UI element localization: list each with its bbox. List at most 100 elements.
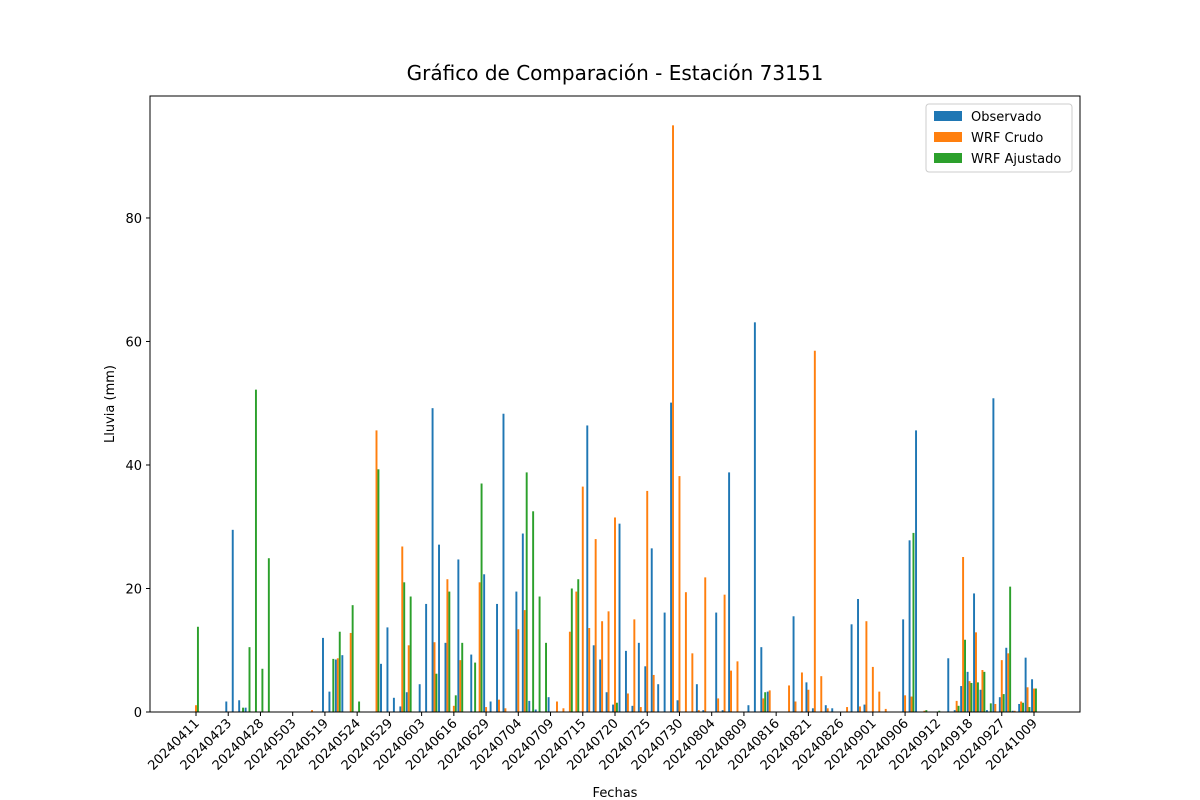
- bar: [452, 705, 455, 712]
- bar: [242, 707, 245, 712]
- bar: [670, 402, 673, 712]
- bar: [704, 577, 707, 712]
- bar: [912, 532, 915, 712]
- bar: [684, 592, 687, 712]
- legend-swatch: [934, 153, 962, 163]
- bar: [532, 511, 535, 712]
- bar: [915, 430, 918, 712]
- bar: [435, 673, 438, 712]
- bar: [805, 682, 808, 712]
- bar: [545, 642, 547, 712]
- bar: [496, 603, 499, 712]
- bar: [407, 645, 410, 712]
- bar: [910, 696, 913, 712]
- bar: [196, 626, 199, 712]
- bar: [646, 490, 649, 712]
- bar: [794, 701, 797, 712]
- bar: [599, 659, 602, 712]
- bar: [955, 700, 958, 712]
- bar: [989, 703, 992, 712]
- bar: [334, 659, 337, 712]
- bar: [231, 529, 234, 712]
- bar: [824, 705, 827, 712]
- bar: [1026, 687, 1029, 712]
- bar: [938, 710, 941, 712]
- bar: [858, 706, 861, 712]
- bar: [528, 700, 531, 712]
- bar: [332, 658, 335, 712]
- bar: [461, 642, 464, 712]
- bar: [614, 517, 616, 712]
- legend-swatch: [934, 132, 962, 142]
- bar: [650, 548, 653, 712]
- bar: [717, 698, 720, 712]
- bar: [328, 691, 331, 712]
- bar: [730, 670, 732, 712]
- bar: [766, 691, 769, 712]
- bar: [470, 654, 473, 712]
- bar: [626, 693, 629, 712]
- bar: [908, 540, 911, 712]
- bar: [438, 544, 440, 712]
- bar: [523, 610, 526, 712]
- bar: [446, 579, 449, 712]
- bar: [760, 647, 763, 712]
- bar: [728, 472, 731, 712]
- bar: [747, 705, 750, 712]
- bar: [392, 697, 395, 712]
- bar: [405, 692, 408, 712]
- bar: [962, 556, 965, 712]
- bar: [480, 483, 483, 712]
- bar: [517, 629, 520, 712]
- bar: [605, 692, 608, 712]
- bar: [831, 708, 834, 712]
- bar: [788, 685, 791, 712]
- bar: [358, 701, 361, 712]
- bar: [1020, 701, 1023, 712]
- bar: [663, 612, 666, 712]
- bar: [953, 710, 956, 712]
- bar: [970, 682, 973, 712]
- bar: [702, 710, 705, 712]
- bar: [691, 653, 694, 712]
- bar: [577, 579, 580, 712]
- bar: [336, 658, 339, 712]
- bar: [375, 430, 378, 712]
- bar: [792, 616, 795, 712]
- bar: [695, 684, 698, 712]
- legend-label: Observado: [971, 110, 1042, 125]
- bar: [871, 666, 874, 712]
- bar: [1011, 710, 1014, 712]
- bar: [624, 650, 627, 712]
- bar: [981, 670, 984, 712]
- bar: [588, 628, 591, 712]
- bar: [547, 697, 550, 712]
- bar: [525, 472, 528, 712]
- bar: [399, 706, 402, 712]
- y-axis-label: Lluvia (mm): [103, 365, 118, 443]
- bar: [254, 389, 257, 712]
- bar: [998, 697, 1001, 712]
- bar: [1000, 660, 1003, 712]
- bar: [570, 588, 573, 712]
- x-axis-label: Fechas: [593, 786, 638, 800]
- bar: [594, 539, 597, 712]
- bar: [377, 469, 380, 712]
- bar: [979, 689, 982, 712]
- bar: [403, 582, 406, 712]
- bar: [973, 593, 976, 712]
- bar: [498, 699, 500, 712]
- bar: [923, 710, 926, 712]
- bar: [925, 710, 928, 712]
- bar: [826, 708, 829, 712]
- bar: [878, 691, 881, 712]
- bar: [1034, 688, 1037, 712]
- bar: [983, 671, 986, 712]
- bar: [474, 662, 477, 712]
- bar: [562, 708, 565, 712]
- legend-box: [925, 103, 1073, 173]
- bar: [1018, 703, 1021, 712]
- bar: [612, 704, 615, 712]
- bar: [811, 708, 814, 712]
- y-tick-label: 60: [125, 335, 142, 350]
